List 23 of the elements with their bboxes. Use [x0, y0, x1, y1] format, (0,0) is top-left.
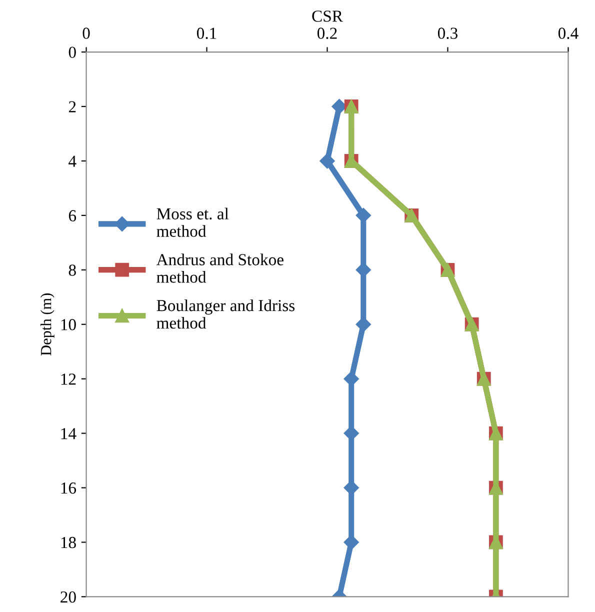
- point: [320, 153, 335, 169]
- y-tick-label: 0: [68, 46, 76, 58]
- y-tick-label: 16: [61, 482, 76, 494]
- y-tick-label: 18: [61, 536, 76, 548]
- x-tick-label: 0.3: [438, 28, 458, 39]
- y-tick-label: 14: [61, 428, 76, 440]
- legend-label: Moss et. al method: [156, 208, 229, 237]
- x-tick-label: 0.2: [317, 28, 337, 39]
- point: [356, 208, 371, 223]
- y-tick-label: 20: [60, 591, 76, 603]
- y-tick-label: 2: [68, 101, 76, 112]
- y-tick-label: 10: [61, 319, 76, 330]
- y-tick-label: 4: [68, 156, 76, 167]
- y-tick-label: 6: [68, 210, 76, 222]
- x-tick-label: 0.1: [196, 28, 216, 39]
- legend-label: Andrus and Stokoe method: [156, 254, 284, 283]
- x-tick-label: 0.4: [558, 28, 578, 39]
- x-tick-label: 0: [82, 28, 90, 39]
- y-axis-title: Depth (m): [40, 293, 54, 356]
- x-axis-title: CSR: [312, 10, 343, 22]
- legend-label: Boulanger and Idriss method: [156, 299, 295, 329]
- y-tick-label: 8: [68, 264, 76, 276]
- y-tick-label: 12: [61, 374, 76, 385]
